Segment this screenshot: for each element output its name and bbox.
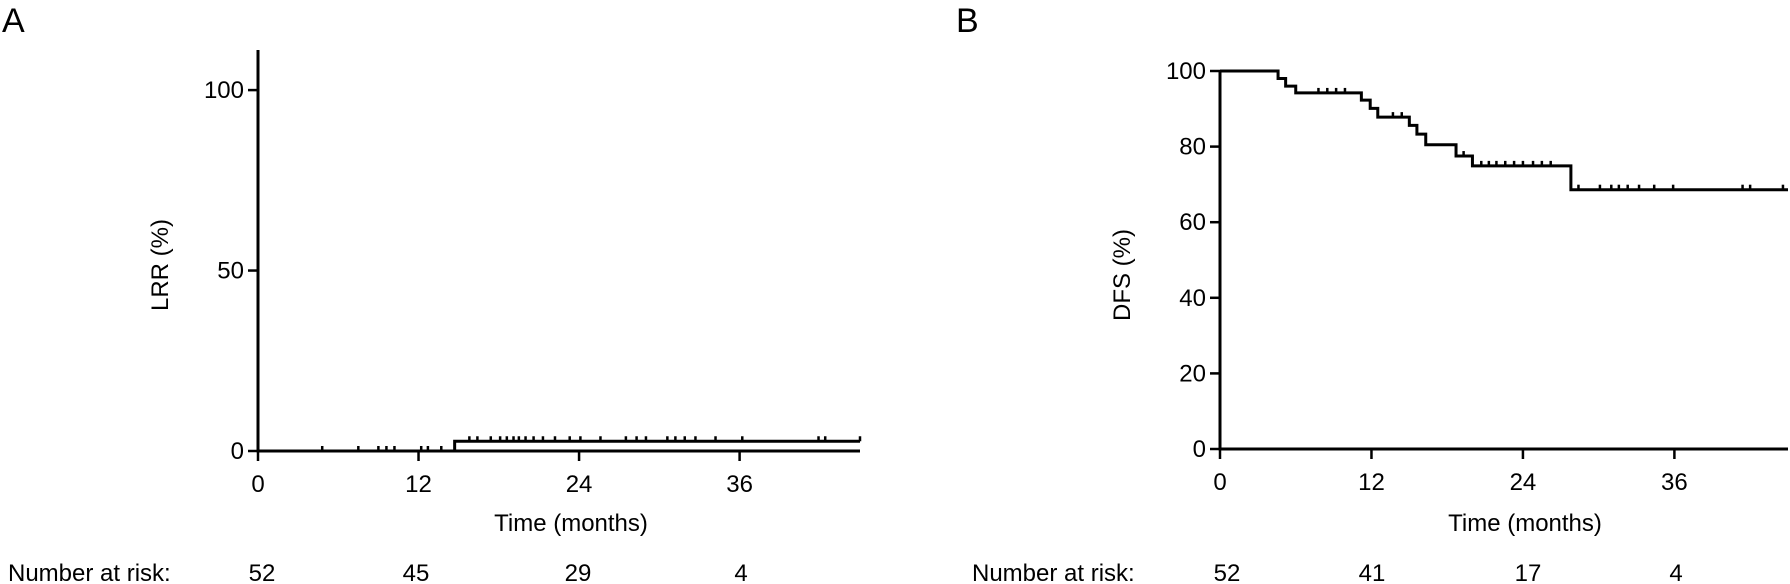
panel-b-x-tick-label: 12 [1358, 469, 1385, 496]
panel-a-letter: A [2, 2, 25, 40]
panel-b-km-curve [1220, 69, 1788, 192]
panel-b-risk-12: 41 [1359, 560, 1386, 584]
panel-b-y-tick-label: 40 [1179, 285, 1206, 312]
panel-a-x-tick-label: 24 [566, 471, 593, 498]
panel-b-y-axis-label: DFS (%) [1109, 229, 1136, 321]
panel-a-y-tick-label: 100 [204, 77, 244, 104]
panel-a-risk-label: Number at risk: [8, 560, 171, 584]
panel-a-risk-36: 4 [734, 560, 747, 584]
panel-a-y-tick-label: 0 [231, 438, 244, 465]
panel-b-risk-24: 17 [1515, 560, 1542, 584]
panel-b-risk-36: 4 [1669, 560, 1682, 584]
panel-b: B 0 20 40 60 80 100 0 12 24 36 DFS (%) Time (mont… [956, 2, 1788, 584]
panel-b-plot: 0 20 40 60 80 100 0 12 24 36 [1166, 58, 1788, 496]
panel-a-risk-12: 45 [403, 560, 430, 584]
panel-b-y-tick-label: 60 [1179, 209, 1206, 236]
panel-a-x-tick-label: 36 [726, 471, 753, 498]
panel-b-y-tick-label: 20 [1179, 360, 1206, 387]
panel-a: A 0 50 100 0 12 24 36 LRR (%) Time (months) Nu… [2, 2, 862, 584]
panel-a-risk-24: 29 [565, 560, 592, 584]
panel-b-risk-label: Number at risk: [972, 560, 1135, 584]
panel-b-x-tick-label: 36 [1661, 469, 1688, 496]
panel-a-y-tick-label: 50 [217, 258, 244, 285]
panel-b-y-tick-label: 0 [1193, 436, 1206, 463]
panel-a-y-axis-label: LRR (%) [147, 219, 174, 311]
panel-a-plot: 0 50 100 0 12 24 36 [204, 50, 862, 498]
panel-a-x-tick-label: 0 [251, 471, 264, 498]
panel-a-risk-0: 52 [249, 560, 276, 584]
panel-b-x-tick-label: 0 [1213, 469, 1226, 496]
panel-b-y-tick-label: 80 [1179, 134, 1206, 161]
panel-a-km-curve [258, 439, 860, 453]
panel-b-x-tick-label: 24 [1510, 469, 1537, 496]
panel-b-x-axis-label: Time (months) [1448, 510, 1602, 537]
panel-a-x-axis-label: Time (months) [494, 510, 648, 537]
panel-a-x-tick-label: 12 [405, 471, 432, 498]
panel-b-risk-0: 52 [1214, 560, 1241, 584]
panel-b-letter: B [956, 2, 979, 40]
panel-b-y-tick-label: 100 [1166, 58, 1206, 85]
